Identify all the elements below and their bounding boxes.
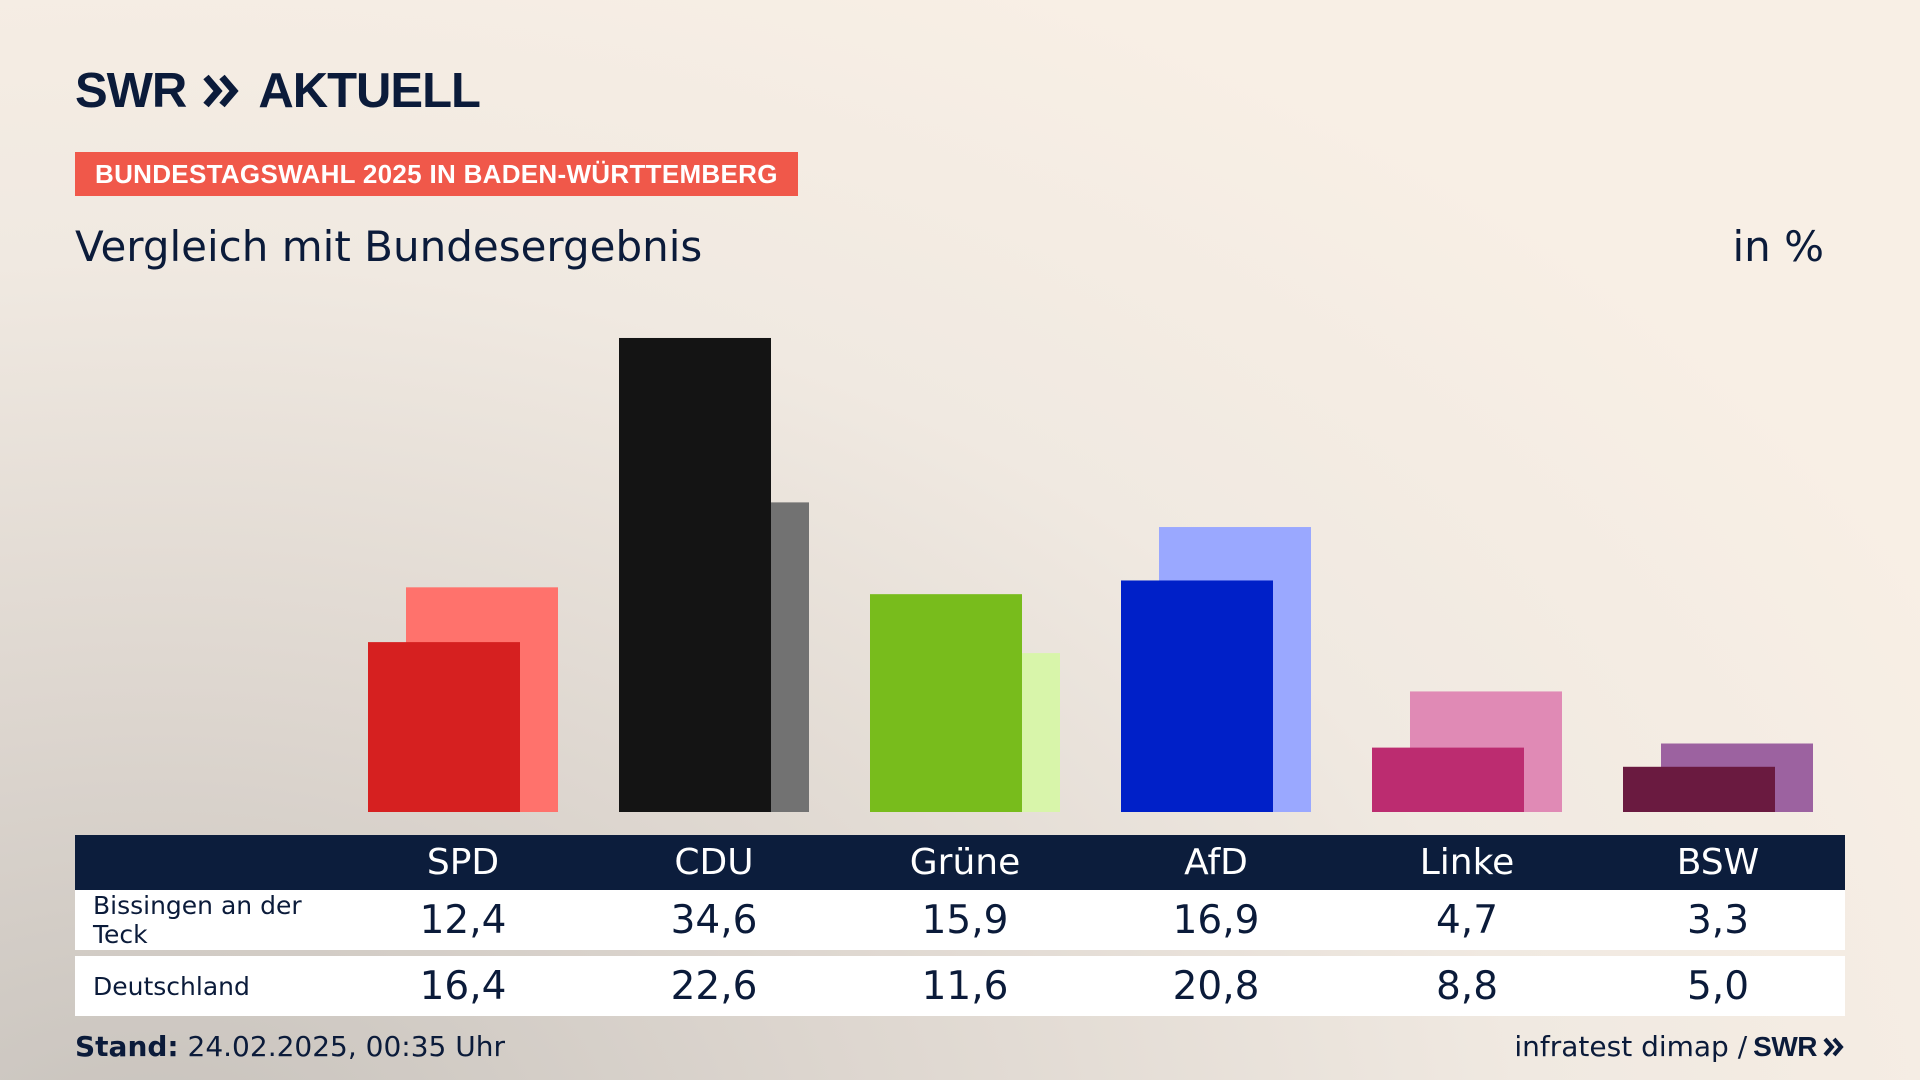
chart-subtitle: Vergleich mit Bundesergebnis [75, 222, 703, 271]
unit-label: in % [1732, 222, 1824, 271]
value-cell: 34,6 [670, 897, 758, 943]
double-chevron-icon [203, 74, 239, 108]
bar-local-spd [368, 642, 520, 812]
bar-local-linke [1372, 747, 1524, 812]
value-cell: 16,9 [1172, 897, 1260, 943]
row-label-national: Deutschland [93, 971, 250, 1001]
table-row: Deutschland 16,4 22,6 11,6 20,8 8,8 5,0 [75, 956, 1845, 1016]
value-cell: 12,4 [419, 897, 507, 943]
table-row: Bissingen an der Teck 12,4 34,6 15,9 16,9 4,… [75, 890, 1845, 950]
stand-label: Stand: [75, 1030, 179, 1063]
table-header-row: SPD CDU Grüne AfD Linke BSW [75, 835, 1845, 890]
logo-aktuell-text: AKTUELL [258, 63, 481, 118]
election-badge: BUNDESTAGSWAHL 2025 IN BADEN-WÜRTTEMBERG [75, 152, 798, 196]
party-header-linke: Linke [1419, 842, 1515, 883]
bar-chart [368, 337, 1813, 812]
stand-value: 24.02.2025, 00:35 Uhr [187, 1030, 505, 1063]
party-header-afd: AfD [1184, 842, 1248, 883]
bar-local-bsw [1623, 766, 1775, 812]
value-cell: 22,6 [670, 963, 758, 1009]
value-cell: 3,3 [1686, 897, 1750, 943]
source-credit: infratest dimap / SWR [1514, 1030, 1845, 1063]
party-header-bsw: BSW [1676, 842, 1760, 883]
logo-swr-text: SWR [75, 63, 187, 118]
party-header-cdu: CDU [674, 842, 754, 883]
value-cell: 20,8 [1172, 963, 1260, 1009]
value-cell: 8,8 [1435, 963, 1499, 1009]
swr-aktuell-logo: SWR AKTUELL [75, 63, 481, 118]
results-table: SPD CDU Grüne AfD Linke BSW Bissingen an der … [75, 835, 1845, 1016]
value-cell: 5,0 [1686, 963, 1750, 1009]
value-cell: 4,7 [1435, 897, 1499, 943]
source-text: infratest dimap / [1514, 1030, 1748, 1063]
swr-mini-logo: SWR [1753, 1030, 1817, 1062]
double-chevron-icon [1823, 1037, 1844, 1056]
bar-local-cdu [619, 337, 771, 812]
timestamp: Stand: 24.02.2025, 00:35 Uhr [75, 1030, 505, 1063]
bar-local-afd [1121, 580, 1273, 812]
bar-local-grüne [870, 594, 1022, 812]
party-header-spd: SPD [426, 842, 500, 883]
value-cell: 11,6 [921, 963, 1009, 1009]
value-cell: 15,9 [921, 897, 1009, 943]
row-label-local: Bissingen an der Teck [93, 891, 302, 949]
party-header-grüne: Grüne [909, 842, 1021, 883]
value-cell: 16,4 [419, 963, 507, 1009]
